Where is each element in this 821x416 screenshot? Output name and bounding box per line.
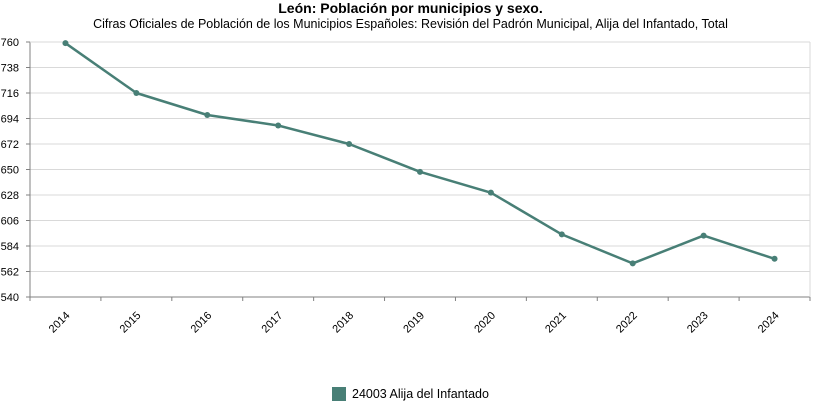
data-point <box>346 141 353 147</box>
y-tick-label: 562 <box>1 267 19 279</box>
x-tick-label: 2018 <box>330 310 356 336</box>
legend-swatch <box>332 387 346 401</box>
axes <box>29 41 811 298</box>
y-tick-label: 716 <box>1 88 19 100</box>
y-tick-label: 738 <box>1 63 19 75</box>
y-tick-label: 606 <box>1 216 19 228</box>
y-tick-label: 650 <box>1 165 19 177</box>
x-tick-label: 2020 <box>472 310 498 336</box>
data-point <box>487 189 494 196</box>
x-tick-label: 2017 <box>260 310 286 336</box>
y-tick-label: 628 <box>1 190 19 202</box>
x-tick-label: 2019 <box>401 310 427 336</box>
y-tick-label: 540 <box>1 292 19 304</box>
legend: 24003 Alija del Infantado <box>332 386 489 402</box>
x-tick-label: 2021 <box>543 310 569 336</box>
data-point <box>629 260 636 267</box>
y-tick-label: 760 <box>1 37 19 49</box>
data-point <box>700 232 707 239</box>
y-tick-label: 694 <box>1 114 19 126</box>
x-tick-label: 2015 <box>118 310 144 336</box>
data-point <box>417 168 423 175</box>
legend-label: 24003 Alija del Infantado <box>352 387 489 401</box>
data-point <box>771 255 778 262</box>
y-tick-label: 672 <box>1 139 19 151</box>
y-tick-label: 584 <box>1 241 19 253</box>
data-point <box>204 112 211 119</box>
x-tick-label: 2023 <box>685 310 711 336</box>
chart-subtitle: Cifras Oficiales de Población de los Mun… <box>93 17 728 31</box>
x-tick-label: 2024 <box>756 310 782 336</box>
chart-title: León: Población por municipios y sexo. <box>278 0 543 16</box>
x-tick-label: 2016 <box>189 310 215 336</box>
series-layer <box>62 40 778 267</box>
data-point <box>558 231 565 238</box>
data-point <box>275 122 282 129</box>
x-tick-label: 2022 <box>614 310 640 336</box>
data-point <box>62 40 69 47</box>
x-axis-ticks: 2014 2015 2016 2017 2018 2019 2020 2021 2022 2023… <box>29 297 811 336</box>
y-axis-ticks: 540 562 584 606 628 650 672 694 716 738 760 <box>1 37 30 304</box>
x-tick-label: 2014 <box>47 310 73 336</box>
series-line <box>64 42 775 265</box>
data-point <box>133 90 140 96</box>
